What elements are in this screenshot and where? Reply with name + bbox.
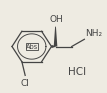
Text: HCl: HCl — [68, 67, 86, 77]
Text: Cl: Cl — [21, 79, 30, 88]
Text: Abs: Abs — [26, 44, 38, 49]
Polygon shape — [54, 27, 57, 46]
Text: OH: OH — [49, 15, 63, 24]
Text: NH₂: NH₂ — [85, 29, 103, 38]
Polygon shape — [51, 45, 56, 48]
FancyBboxPatch shape — [26, 43, 38, 50]
